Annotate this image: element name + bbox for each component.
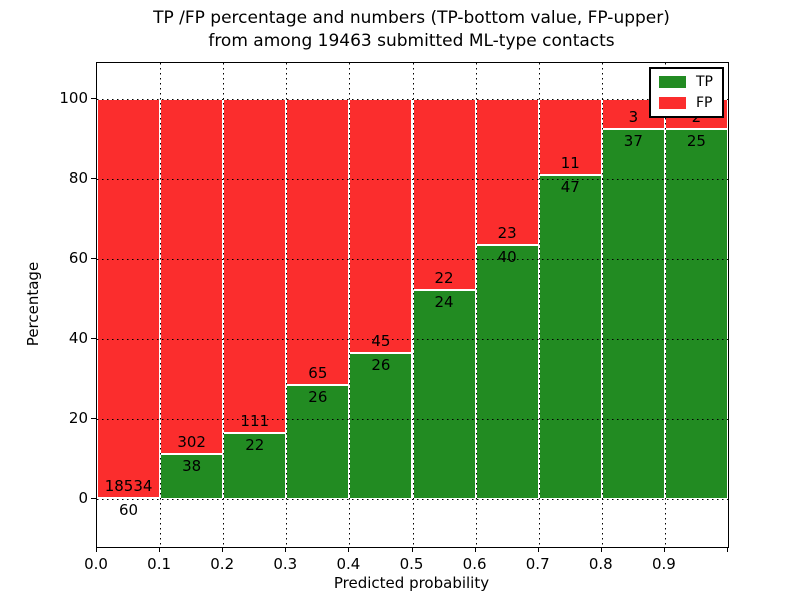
fp-bar-segment bbox=[475, 99, 539, 246]
x-tick-label: 0.6 bbox=[462, 555, 487, 573]
fp-bar-segment bbox=[538, 99, 602, 175]
legend-label-tp: TP bbox=[696, 74, 713, 90]
y-axis-tick bbox=[91, 98, 96, 99]
horizontal-gridline bbox=[97, 339, 728, 340]
y-axis-tick bbox=[91, 338, 96, 339]
y-axis-tick bbox=[91, 258, 96, 259]
fp-bar-segment bbox=[349, 99, 413, 353]
legend: TP FP bbox=[649, 67, 724, 118]
tp-bar-segment bbox=[223, 432, 287, 499]
y-tick-label: 80 bbox=[68, 169, 88, 187]
tp-count-label: 60 bbox=[119, 500, 139, 519]
legend-item-tp: TP bbox=[659, 75, 713, 89]
x-tick-label: 0.8 bbox=[588, 555, 613, 573]
chart-title-line1: TP /FP percentage and numbers (TP-bottom… bbox=[153, 8, 670, 28]
tp-bar-segment bbox=[349, 352, 413, 499]
y-tick-label: 100 bbox=[59, 89, 88, 107]
y-tick-label: 20 bbox=[68, 409, 88, 427]
horizontal-gridline bbox=[97, 259, 728, 260]
fp-bar-segment bbox=[412, 99, 476, 291]
tp-bar-segment bbox=[412, 290, 476, 499]
vertical-gridline bbox=[412, 63, 414, 547]
x-axis-tick bbox=[96, 547, 97, 552]
horizontal-gridline bbox=[97, 419, 728, 420]
legend-label-fp: FP bbox=[696, 95, 713, 111]
x-axis-tick bbox=[600, 547, 602, 552]
x-tick-label: 0.9 bbox=[651, 555, 676, 573]
x-axis-tick bbox=[474, 547, 476, 552]
x-tick-label: 0.7 bbox=[525, 555, 550, 573]
y-axis-tick bbox=[91, 418, 96, 419]
x-tick-label: 0.5 bbox=[399, 555, 424, 573]
chart-title-line2: from among 19463 submitted ML-type conta… bbox=[208, 31, 615, 51]
y-axis-tick bbox=[91, 178, 96, 179]
x-axis-tick bbox=[727, 547, 728, 552]
x-tick-label: 0.0 bbox=[84, 555, 108, 573]
tp-bar-segment bbox=[160, 454, 224, 499]
x-axis-label: Predicted probability bbox=[333, 574, 490, 592]
x-tick-label: 0.3 bbox=[273, 555, 298, 573]
fp-bar-segment bbox=[97, 99, 161, 498]
tp-bar-segment bbox=[286, 384, 350, 499]
x-axis-tick bbox=[159, 547, 161, 552]
vertical-gridline bbox=[160, 63, 162, 547]
tp-bar-segment bbox=[475, 245, 539, 499]
legend-item-fp: FP bbox=[659, 96, 713, 110]
tp-bar-segment bbox=[601, 129, 665, 499]
vertical-gridline bbox=[223, 63, 225, 547]
vertical-gridline bbox=[349, 63, 351, 547]
tp-color-swatch bbox=[659, 76, 686, 88]
tp-bar-segment bbox=[664, 128, 728, 499]
x-axis-tick bbox=[285, 547, 287, 552]
horizontal-gridline bbox=[97, 179, 728, 180]
chart-title: TP /FP percentage and numbers (TP-bottom… bbox=[96, 7, 727, 53]
tp-bar-segment bbox=[538, 174, 602, 499]
plot-area: 18534 60 302 38 111 22 65 26 45 26 22 24 23 40 11 47 3 37… bbox=[96, 62, 729, 548]
fp-bar-segment bbox=[160, 99, 224, 455]
y-tick-label: 40 bbox=[68, 329, 88, 347]
y-axis-label: Percentage bbox=[24, 261, 42, 347]
fp-bar-segment bbox=[286, 99, 350, 385]
vertical-gridline bbox=[286, 63, 288, 547]
vertical-gridline bbox=[664, 63, 666, 547]
x-axis-tick bbox=[537, 547, 539, 552]
x-axis-tick bbox=[663, 547, 665, 552]
x-tick-label: 0.4 bbox=[336, 555, 361, 573]
vertical-gridline bbox=[475, 63, 477, 547]
y-tick-label: 60 bbox=[68, 249, 88, 267]
x-tick-label: 0.2 bbox=[210, 555, 235, 573]
y-axis-tick bbox=[91, 498, 96, 499]
x-axis-tick bbox=[222, 547, 224, 552]
x-axis-tick bbox=[411, 547, 413, 552]
horizontal-gridline bbox=[97, 99, 728, 100]
horizontal-gridline bbox=[97, 499, 728, 500]
vertical-gridline bbox=[601, 63, 603, 547]
vertical-gridline bbox=[538, 63, 540, 547]
x-axis-tick bbox=[348, 547, 350, 552]
y-tick-label: 0 bbox=[78, 489, 88, 507]
fp-bar-segment bbox=[223, 99, 287, 433]
x-tick-label: 0.1 bbox=[147, 555, 172, 573]
fp-color-swatch bbox=[659, 97, 686, 109]
